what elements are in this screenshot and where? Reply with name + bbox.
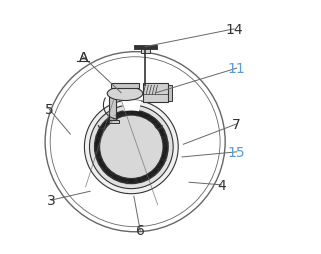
Circle shape: [84, 101, 178, 194]
Circle shape: [95, 110, 168, 184]
Wedge shape: [123, 105, 140, 112]
Wedge shape: [122, 101, 141, 107]
Bar: [111, 84, 139, 89]
Ellipse shape: [107, 87, 143, 101]
Circle shape: [90, 105, 173, 189]
Text: A: A: [78, 51, 88, 65]
Bar: [143, 84, 168, 103]
Text: 14: 14: [225, 23, 243, 37]
Bar: [109, 96, 116, 121]
Bar: [168, 86, 172, 101]
Text: 7: 7: [232, 118, 241, 132]
Circle shape: [100, 116, 163, 179]
Text: 5: 5: [45, 102, 53, 116]
Text: 4: 4: [217, 178, 226, 192]
Text: 11: 11: [228, 62, 246, 76]
Bar: [109, 120, 119, 123]
Text: 6: 6: [136, 224, 145, 237]
Bar: [141, 47, 150, 54]
Text: A: A: [78, 51, 88, 65]
Text: 3: 3: [47, 193, 56, 207]
Text: 15: 15: [228, 145, 245, 159]
